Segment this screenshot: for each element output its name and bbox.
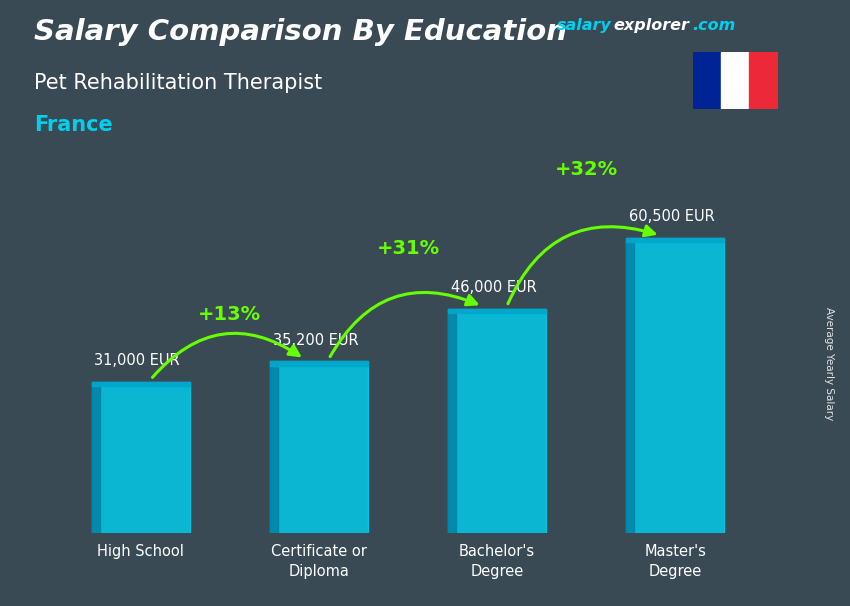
Text: +13%: +13% <box>198 305 262 324</box>
Bar <box>270 361 278 533</box>
Text: .com: .com <box>693 18 736 33</box>
Bar <box>92 382 190 386</box>
Text: salary: salary <box>557 18 611 33</box>
Text: Average Yearly Salary: Average Yearly Salary <box>824 307 834 420</box>
Bar <box>448 308 546 313</box>
Text: France: France <box>34 115 113 135</box>
Bar <box>92 382 190 533</box>
Bar <box>448 308 456 533</box>
Text: Pet Rehabilitation Therapist: Pet Rehabilitation Therapist <box>34 73 322 93</box>
Bar <box>626 238 724 533</box>
Bar <box>270 361 368 533</box>
Bar <box>626 238 724 242</box>
Bar <box>750 52 778 109</box>
Text: 31,000 EUR: 31,000 EUR <box>94 353 180 368</box>
Bar <box>448 308 546 533</box>
Text: 46,000 EUR: 46,000 EUR <box>450 280 536 295</box>
Text: 35,200 EUR: 35,200 EUR <box>273 333 358 348</box>
Bar <box>721 52 750 109</box>
FancyArrowPatch shape <box>508 226 654 304</box>
Text: +31%: +31% <box>377 239 439 258</box>
Text: +32%: +32% <box>554 160 618 179</box>
Text: Salary Comparison By Education: Salary Comparison By Education <box>34 18 567 46</box>
Bar <box>693 52 721 109</box>
FancyArrowPatch shape <box>330 293 477 356</box>
Bar <box>626 238 634 533</box>
Bar <box>92 382 99 533</box>
Text: 60,500 EUR: 60,500 EUR <box>629 209 715 224</box>
Bar <box>270 361 368 365</box>
FancyArrowPatch shape <box>152 333 299 378</box>
Text: explorer: explorer <box>614 18 689 33</box>
